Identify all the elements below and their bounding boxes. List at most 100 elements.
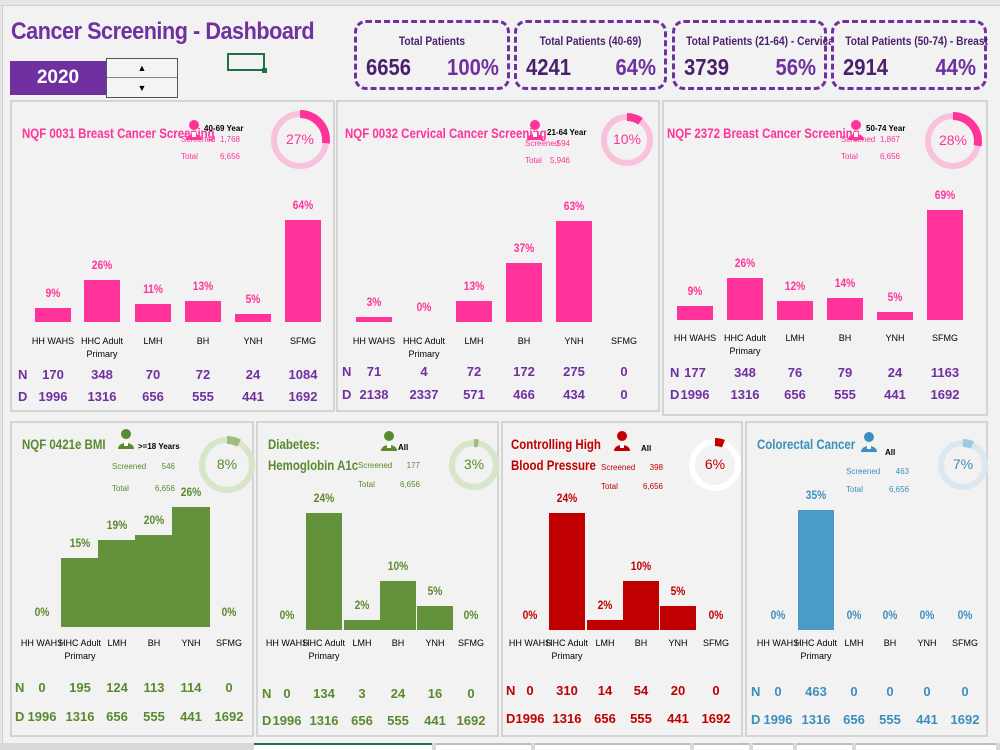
panel-title: Diabetes:: [268, 436, 320, 452]
ring-fill: [937, 439, 989, 491]
male-patient-icon: [381, 431, 397, 451]
n-row-label: N: [18, 367, 28, 382]
data-label: 0%: [463, 608, 479, 622]
category-label: HH WAHS: [265, 638, 309, 648]
category-label: HHC Adult Primary: [545, 638, 589, 661]
d-value: 1692: [214, 709, 244, 724]
screened-label: Screened: [525, 139, 560, 148]
category-label: HHC Adult Primary: [794, 638, 838, 661]
kpi-count: 4241: [526, 54, 572, 80]
screened-label: Screened: [841, 135, 876, 144]
screened-value: 1,768: [219, 135, 240, 144]
d-value: 441: [884, 387, 906, 402]
bar: [549, 513, 585, 630]
kpi-title: Total Patients (40-69): [539, 34, 642, 48]
sheet-tab[interactable]: [694, 743, 749, 750]
category-label: SFMG: [458, 638, 484, 648]
panel-title: NQF 2372 Breast Cancer Screening: [667, 125, 860, 141]
category-label: LMH: [352, 638, 372, 648]
total-label: Total: [846, 485, 863, 494]
patient-group: 40-69 Year: [204, 124, 244, 133]
n-value: 275: [563, 364, 585, 379]
progress-ring: [198, 436, 256, 494]
n-row-label: N: [751, 684, 761, 699]
data-label: 2%: [597, 598, 613, 612]
screened-value: 398: [649, 463, 663, 472]
data-label: 10%: [387, 559, 409, 573]
d-row-label: D: [262, 713, 272, 728]
data-label: 12%: [784, 279, 806, 293]
total-value: 6,656: [879, 152, 900, 161]
n-row-label: N: [15, 680, 25, 695]
d-value: 1692: [456, 713, 486, 728]
category-label: YNH: [425, 638, 445, 648]
female-patient-icon: [848, 120, 864, 140]
category-label: BH: [196, 336, 210, 346]
d-value: 656: [784, 387, 806, 402]
data-label: 0%: [416, 300, 432, 314]
d-value: 2337: [409, 387, 439, 402]
kpi-percent: 56%: [775, 54, 816, 80]
n-value: 72: [195, 367, 211, 382]
kpi-total-patients: Total Patients 6656 100%: [354, 20, 510, 90]
panel-title: NQF 0032 Cervical Cancer Screening: [345, 125, 547, 141]
ring-percent: 10%: [612, 131, 642, 147]
bar: [506, 263, 542, 322]
n-value: 124: [106, 680, 128, 695]
d-value: 1996: [27, 709, 57, 724]
d-row-label: D: [18, 389, 28, 404]
bar: [827, 298, 863, 320]
d-row-label: D: [15, 709, 25, 724]
category-label: SFMG: [216, 638, 242, 648]
sheet-tab[interactable]: [856, 743, 996, 750]
progress-ring: [600, 113, 654, 167]
data-label: 26%: [91, 258, 113, 272]
data-label: 15%: [69, 536, 91, 550]
d-value: 555: [834, 387, 856, 402]
spin-up-button[interactable]: ▲: [107, 59, 177, 78]
kpi-percent: 100%: [447, 54, 499, 80]
d-value: 1996: [763, 712, 793, 727]
panel-7: Colorectal Cancer: [745, 421, 988, 737]
category-label: LMH: [595, 638, 615, 648]
category-label: YNH: [668, 638, 688, 648]
category-label: BH: [517, 336, 531, 346]
progress-ring: [924, 112, 982, 170]
sheet-tab[interactable]: [436, 743, 531, 750]
sheet-tab[interactable]: [535, 743, 690, 750]
n-value: 16: [427, 686, 443, 701]
data-label: 26%: [180, 485, 202, 499]
d-value: 555: [630, 711, 652, 726]
d-value: 555: [879, 712, 901, 727]
data-label: 26%: [734, 256, 756, 270]
patient-group: All: [398, 443, 409, 452]
spin-down-button[interactable]: ▼: [137, 82, 147, 93]
data-label: 63%: [563, 199, 585, 213]
n-value: 20: [670, 683, 686, 698]
active-cell-selection[interactable]: [227, 53, 267, 73]
d-value: 1316: [65, 709, 95, 724]
sheet-tab[interactable]: [254, 743, 432, 750]
data-label: 5%: [670, 584, 686, 598]
n-value: 1163: [930, 365, 960, 380]
n-row-label: N: [670, 365, 680, 380]
ring-percent: 27%: [285, 131, 315, 147]
n-value: 348: [734, 365, 756, 380]
screened-label: Screened: [601, 463, 636, 472]
n-value: 4: [420, 364, 428, 379]
n-value: 24: [390, 686, 406, 701]
data-label: 13%: [463, 279, 485, 293]
total-label: Total: [525, 156, 542, 165]
n-value: 76: [787, 365, 803, 380]
sheet-tab[interactable]: [753, 743, 793, 750]
data-label: 13%: [192, 279, 214, 293]
sheet-tab[interactable]: [797, 743, 852, 750]
column-header-strip: [0, 0, 1000, 6]
n-value: 134: [313, 686, 335, 701]
n-value: 310: [556, 683, 578, 698]
category-label: LMH: [785, 333, 805, 343]
panel-title: NQF 0031 Breast Cancer Screening: [22, 125, 215, 141]
year-spinner[interactable]: ▲ ▼: [106, 58, 178, 98]
data-label: 0%: [221, 605, 237, 619]
category-label: YNH: [181, 638, 201, 648]
